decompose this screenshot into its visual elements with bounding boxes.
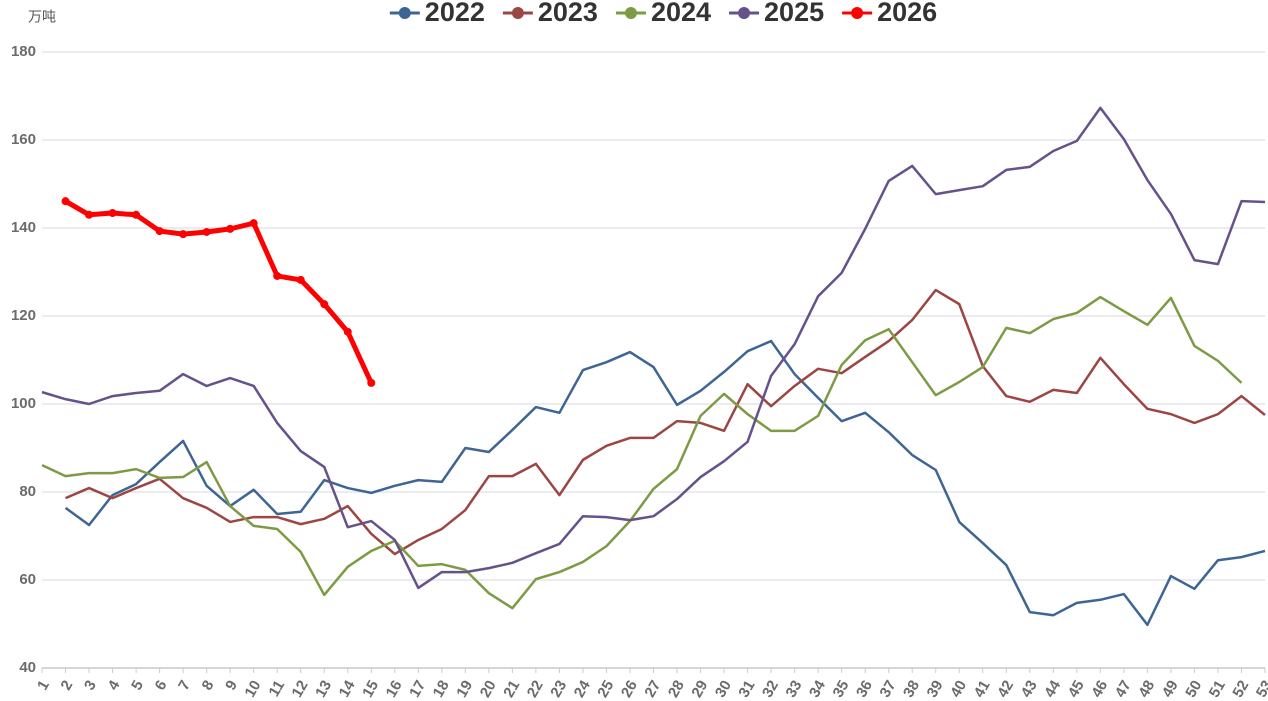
- legend-marker: [851, 7, 864, 19]
- x-tick-label: 47: [1112, 677, 1135, 700]
- y-tick-label: 60: [19, 571, 36, 588]
- x-tick-label: 1: [34, 677, 53, 693]
- data-point: [108, 209, 117, 218]
- data-point: [179, 230, 188, 239]
- x-tick-label: 13: [312, 677, 335, 700]
- x-tick-label: 25: [594, 677, 617, 700]
- x-tick-label: 42: [994, 677, 1017, 700]
- x-tick-label: 46: [1088, 677, 1111, 700]
- x-tick-label: 34: [806, 677, 829, 701]
- x-tick-label: 12: [289, 677, 312, 700]
- x-tick-label: 44: [1041, 677, 1064, 701]
- legend-label: 2025: [764, 0, 824, 27]
- x-tick-label: 28: [665, 677, 688, 700]
- series-line: [41, 295, 1243, 610]
- y-tick-label: 40: [19, 659, 36, 676]
- series-line: [65, 288, 1266, 556]
- x-tick-label: 43: [1018, 677, 1041, 700]
- x-tick-label: 37: [877, 677, 900, 700]
- x-tick-label: 45: [1065, 677, 1088, 700]
- x-tick-label: 32: [759, 677, 782, 700]
- x-tick-label: 2: [58, 677, 77, 693]
- y-tick-label: 100: [11, 395, 36, 412]
- x-tick-label: 22: [524, 677, 547, 700]
- x-tick-label: 15: [359, 677, 382, 700]
- legend-label: 2024: [651, 0, 711, 27]
- x-tick-label: 17: [406, 677, 429, 700]
- data-point: [367, 378, 376, 387]
- x-tick-label: 35: [829, 677, 852, 700]
- legend-label: 2022: [425, 0, 485, 27]
- x-tick-label: 33: [782, 677, 805, 700]
- x-tick-label: 18: [430, 677, 453, 700]
- data-point: [202, 227, 211, 236]
- data-point: [226, 224, 235, 233]
- x-tick-label: 10: [242, 677, 265, 700]
- y-tick-label: 160: [11, 131, 36, 148]
- legend-label: 2023: [538, 0, 598, 27]
- x-tick-label: 19: [453, 677, 476, 700]
- x-tick-label: 7: [175, 677, 194, 693]
- x-tick-label: 20: [477, 677, 500, 700]
- x-tick-label: 26: [618, 677, 641, 700]
- x-tick-label: 39: [924, 677, 947, 700]
- y-tick-label: 180: [11, 43, 36, 60]
- x-tick-label: 29: [688, 677, 711, 700]
- x-tick-label: 41: [971, 677, 994, 700]
- x-tick-label: 21: [500, 677, 523, 700]
- x-tick-label: 11: [265, 677, 288, 699]
- x-tick-label: 30: [712, 677, 735, 700]
- x-tick-label: 31: [735, 677, 758, 700]
- data-point: [85, 210, 94, 219]
- data-point: [320, 300, 329, 309]
- x-tick-label: 36: [853, 677, 876, 700]
- x-tick-label: 14: [336, 677, 359, 701]
- x-tick-label: 48: [1135, 677, 1158, 700]
- legend-marker: [398, 7, 411, 19]
- y-tick-label: 120: [11, 307, 36, 324]
- legend-marker: [738, 7, 751, 19]
- y-tick-label: 80: [19, 483, 36, 500]
- x-tick-label: 9: [222, 677, 241, 693]
- x-tick-label: 27: [641, 677, 664, 700]
- legend-marker: [511, 7, 524, 19]
- y-tick-label: 140: [11, 219, 36, 236]
- x-tick-label: 8: [199, 677, 218, 693]
- data-point: [249, 219, 258, 228]
- x-tick-label: 52: [1229, 677, 1252, 700]
- series-line: [41, 106, 1266, 590]
- x-tick-label: 38: [900, 677, 923, 700]
- x-tick-label: 3: [81, 677, 100, 693]
- data-point: [296, 275, 305, 284]
- x-tick-label: 23: [547, 677, 570, 700]
- legend-marker: [624, 7, 637, 19]
- legend: 2022 2023 2024 2025 2026: [389, 0, 937, 27]
- data-point: [155, 227, 164, 236]
- x-tick-label: 16: [383, 677, 406, 700]
- x-tick-label: 51: [1206, 677, 1229, 700]
- y-axis-label: 万吨: [28, 9, 56, 25]
- x-tick-label: 40: [947, 677, 970, 700]
- series-line: [64, 339, 1266, 627]
- data-point: [61, 197, 70, 206]
- data-point: [343, 327, 352, 336]
- x-tick-label: 24: [571, 677, 594, 701]
- x-tick-label: 53: [1253, 677, 1268, 700]
- x-tick-label: 50: [1182, 677, 1205, 700]
- x-tick-label: 5: [128, 677, 147, 693]
- data-point: [273, 271, 282, 280]
- data-point: [132, 210, 141, 219]
- x-tick-label: 4: [105, 677, 124, 693]
- x-tick-label: 49: [1159, 677, 1182, 700]
- x-tick-label: 6: [152, 677, 171, 693]
- legend-label: 2026: [877, 0, 937, 27]
